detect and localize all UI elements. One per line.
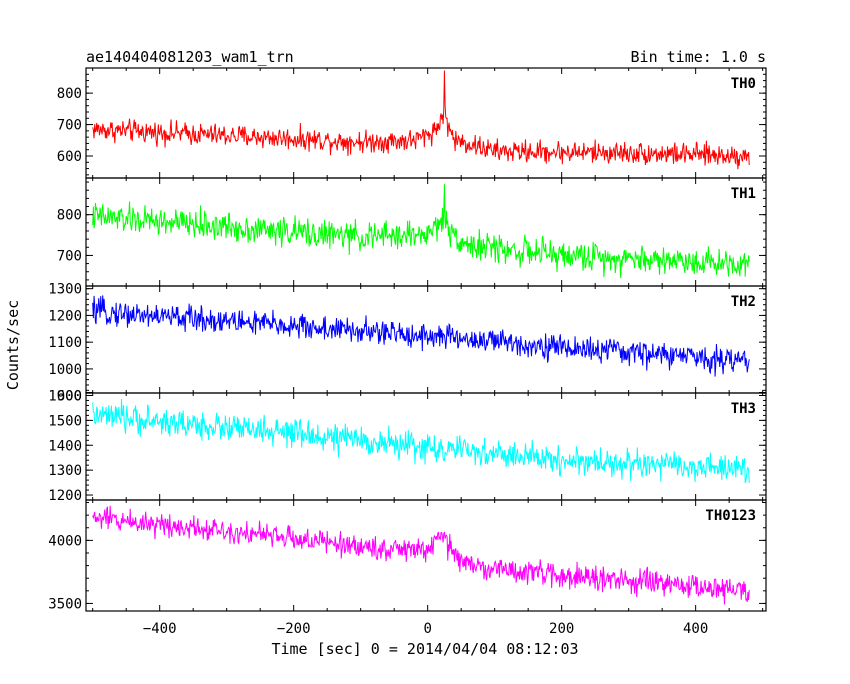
panel-frame-th3 <box>85 392 767 501</box>
y-tick-label: 1200 <box>48 308 82 324</box>
y-tick-label: 3500 <box>48 596 82 612</box>
x-tick-label: −200 <box>277 621 311 637</box>
y-axis-title: Counts/sec <box>4 300 22 390</box>
panel-frame-th0 <box>85 67 767 179</box>
y-tick-label: 1400 <box>48 438 82 454</box>
y-tick-label: 1000 <box>48 362 82 378</box>
x-tick-label: −400 <box>143 621 177 637</box>
lightcurve-trace-th0 <box>92 70 750 170</box>
x-tick-label: 0 <box>423 621 431 637</box>
y-tick-label: 4000 <box>48 533 82 549</box>
panel-label-th0123: TH0123 <box>705 508 756 524</box>
y-tick-label: 800 <box>57 208 82 224</box>
y-tick-label: 1200 <box>48 488 82 504</box>
panel-label-th1: TH1 <box>731 186 756 202</box>
y-tick-label: 800 <box>57 86 82 102</box>
y-tick-label: 600 <box>57 149 82 165</box>
panel-label-th0: TH0 <box>731 76 756 92</box>
lightcurve-trace-th0123 <box>92 505 750 605</box>
panels-group: 600 700 800 TH0 700 800 TH1 900 1000 1100 1200 1300… <box>48 67 767 637</box>
x-tick-label: 200 <box>549 621 574 637</box>
lightcurve-trace-th2 <box>92 295 750 377</box>
y-tick-label: 1600 <box>48 388 82 404</box>
y-tick-label: 1300 <box>48 282 82 298</box>
lightcurve-trace-th1 <box>92 184 750 279</box>
panel-label-th2: TH2 <box>731 294 756 310</box>
y-tick-label: 700 <box>57 118 82 134</box>
chart-title: ae140404081203_wam1_trn <box>86 48 294 66</box>
y-tick-label: 1100 <box>48 335 82 351</box>
panel-label-th3: TH3 <box>731 401 756 417</box>
y-tick-label: 900 <box>57 389 82 405</box>
panel-frame-th2 <box>85 285 767 394</box>
x-tick-label: 400 <box>683 621 708 637</box>
lightcurve-trace-th3 <box>92 399 750 484</box>
y-tick-label: 1300 <box>48 463 82 479</box>
y-tick-label: 1500 <box>48 413 82 429</box>
x-axis-title: Time [sec] 0 = 2014/04/04 08:12:03 <box>271 640 578 658</box>
y-tick-label: 700 <box>57 248 82 264</box>
bin-time-label: Bin time: 1.0 s <box>631 48 766 66</box>
panel-frame-th0123 <box>85 499 767 612</box>
